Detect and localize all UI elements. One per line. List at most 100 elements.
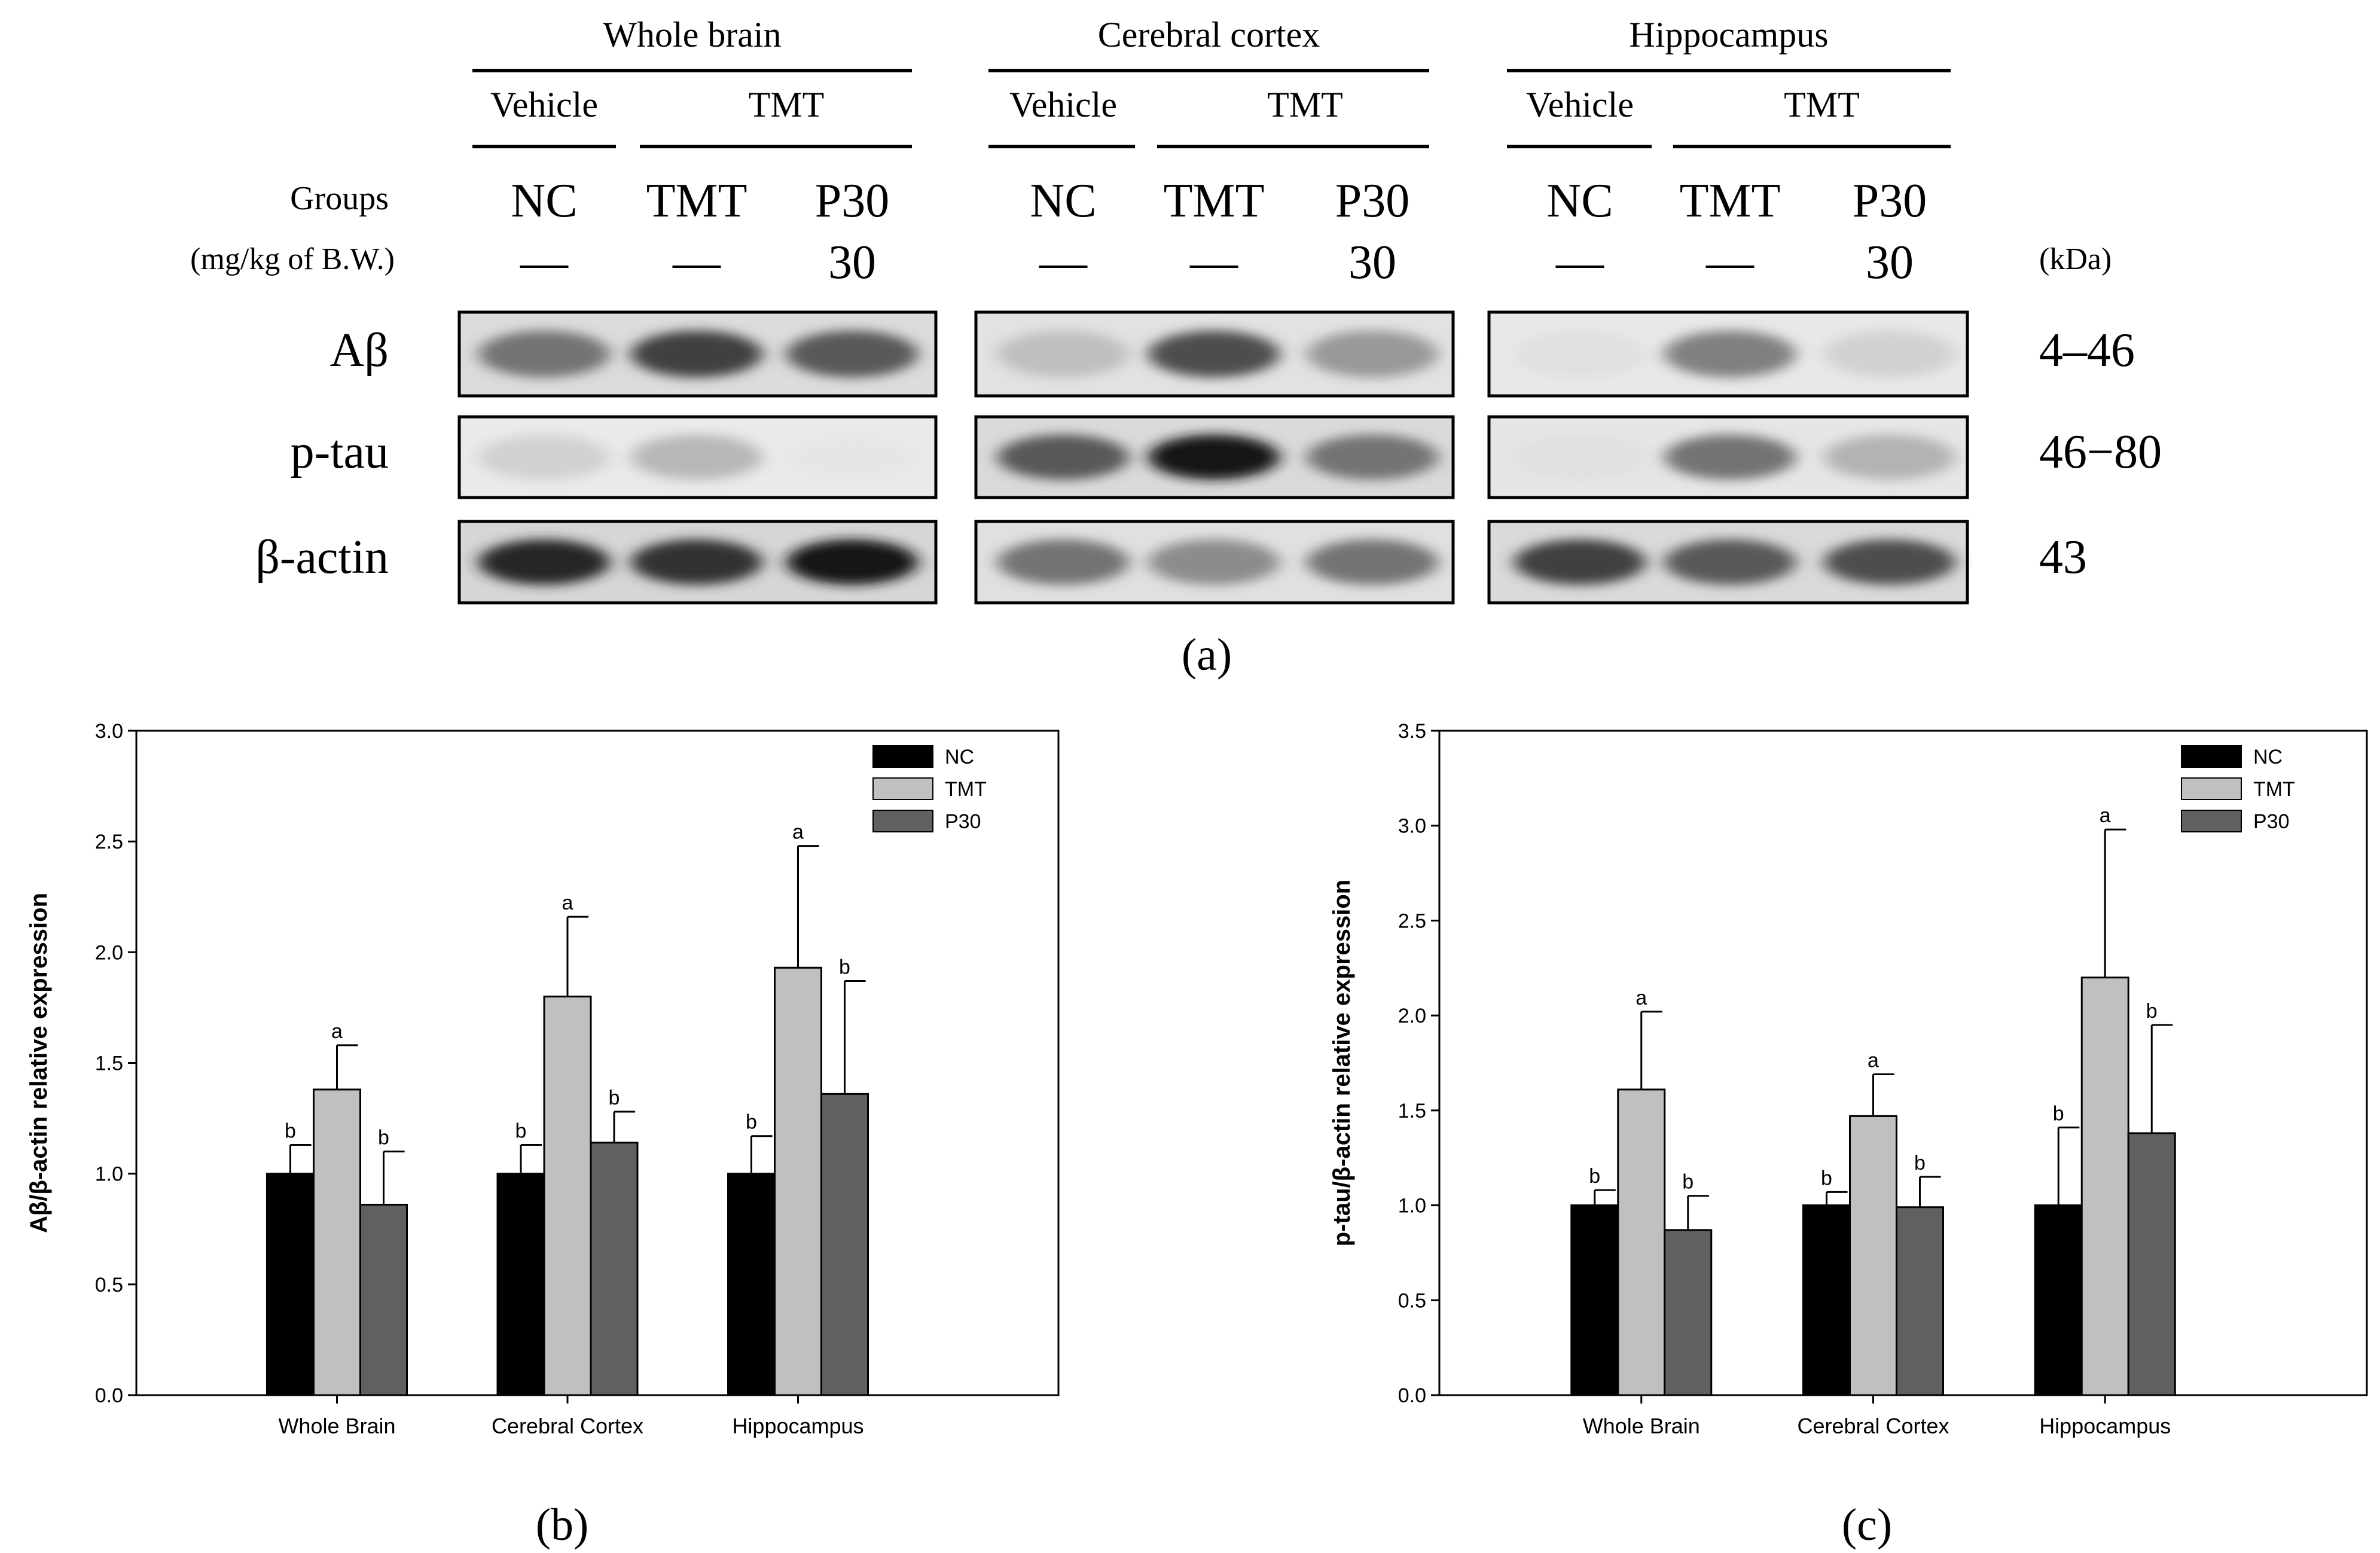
lane-label: P30 [1853,175,1927,227]
dose-value: 30 [1866,236,1914,289]
treatment-label: TMT [1267,85,1343,124]
blot-band [478,434,610,480]
kda-value: 4–46 [2039,324,2135,377]
legend-swatch [872,745,933,768]
significance-letter: b [1914,1152,1926,1174]
legend-label: P30 [2253,810,2290,833]
bar [2080,977,2129,1396]
y-tick-label: 2.5 [95,831,123,853]
lane-label: NC [511,175,577,227]
treatment-label: TMT [749,85,825,124]
legend-swatch [872,777,933,800]
y-tick-label: 2.0 [95,941,123,964]
blot-band [1824,434,1955,480]
bar [590,1142,639,1396]
vehicle-label: Vehicle [1526,85,1634,124]
chart-ptau: 0.0 0.5 1.0 1.5 2.0 2.5 3.0 3.5 Whole Brain b a b Ce… [1329,720,2368,1550]
treatment-label: TMT [1784,85,1860,124]
blot-band [1514,330,1646,378]
blot-band [478,330,610,378]
blot-band [1664,539,1796,585]
bar [1617,1088,1666,1396]
kda-value: 43 [2039,531,2087,584]
significance-letter: b [746,1111,757,1134]
dose-value: 30 [1348,236,1396,289]
significance-letter: b [378,1127,389,1149]
blot-frame [457,520,938,605]
blot-frame [974,520,1455,605]
bar [820,1093,869,1396]
dose-value: — [1705,236,1755,289]
y-tick-label: 3.0 [95,720,123,743]
significance-letter: b [2053,1102,2064,1125]
legend-swatch [872,810,933,832]
y-tick-label: 3.5 [1398,720,1426,743]
protein-label: Aβ [330,324,389,377]
y-axis-label: p-tau/β-actin relative expression [1329,880,1355,1247]
y-axis-label: Aβ/β-actin relative expression [26,893,52,1233]
x-tick-label: Hippocampus [732,1414,863,1438]
blot-frame [457,415,938,499]
significance-letter: b [515,1120,527,1143]
lane-label: P30 [1335,175,1410,227]
x-tick-label: Whole Brain [278,1414,395,1438]
lane-label: TMT [1680,175,1781,227]
blot-band [1514,434,1646,480]
y-tick-label: 1.5 [1398,1100,1426,1122]
caption-b: (b) [536,1500,589,1550]
bar [1802,1204,1851,1396]
blot-band [1514,539,1646,585]
bar [543,995,592,1396]
blot-band [997,539,1129,585]
dose-value: — [672,236,721,289]
legend-swatch [2181,810,2242,832]
blot-band [997,330,1129,378]
chart-abeta: 0.0 0.5 1.0 1.5 2.0 2.5 3.0 Whole Brain b a b Cereb… [26,720,1060,1550]
vehicle-label: Vehicle [1009,85,1117,124]
y-tick-label: 0.0 [1398,1384,1426,1407]
significance-letter: b [609,1087,620,1109]
tissue-label: Hippocampus [1629,15,1828,54]
kda-label: (kDa) [2039,242,2112,276]
bar [2034,1204,2083,1396]
y-tick-label: 3.0 [1398,815,1426,838]
blot-band [631,330,762,378]
tissue-label: Whole brain [603,15,781,54]
blot-band [1148,539,1280,585]
significance-letter: a [331,1020,343,1043]
kda-value: 46−80 [2039,426,2162,478]
blot-band [1307,434,1438,480]
lane-label: NC [1546,175,1613,227]
bar [359,1204,408,1396]
blot-band [631,539,762,585]
legend-label: NC [945,746,974,768]
significance-letter: b [1821,1167,1832,1189]
bar [1664,1229,1713,1396]
bar [1849,1115,1897,1396]
tissue-label: Cerebral cortex [1098,15,1320,54]
protein-label: β-actin [255,531,389,584]
significance-letter: b [1589,1165,1600,1188]
dose-value: — [1555,236,1604,289]
y-tick-label: 1.0 [1398,1195,1426,1218]
blot-frame [974,415,1455,499]
blot-band [1664,330,1796,378]
blot-band [631,434,762,480]
lane-label: NC [1030,175,1096,227]
bar [1570,1204,1619,1396]
blot-frame [457,310,938,398]
blot-band [786,434,918,480]
blot-band [786,539,918,585]
y-tick-label: 2.0 [1398,1005,1426,1027]
blot-band [1824,330,1955,378]
groups-label: Groups [290,180,389,217]
bar [1896,1206,1944,1396]
bar [2127,1132,2176,1396]
caption-c: (c) [1842,1500,1892,1550]
protein-label: p-tau [291,426,389,478]
legend-swatch [2181,745,2242,768]
caption-a: (a) [1182,630,1232,680]
significance-letter: a [562,892,573,914]
dose-value: — [520,236,569,289]
y-tick-label: 1.5 [95,1052,123,1075]
